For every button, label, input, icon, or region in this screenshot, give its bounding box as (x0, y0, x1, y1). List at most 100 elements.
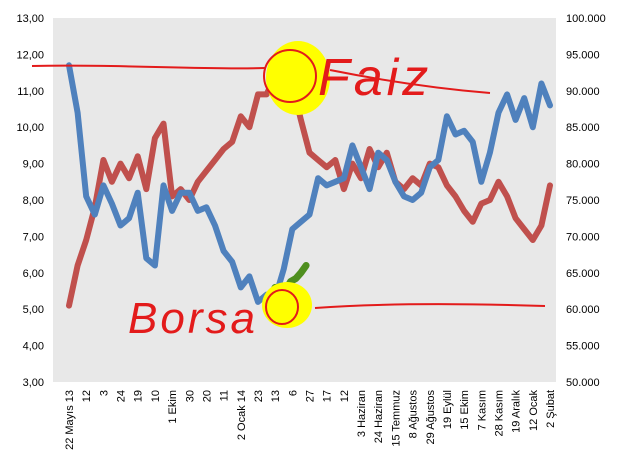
series-2-point (506, 93, 508, 96)
x-tick-label: 8 Ağustos (408, 390, 420, 439)
series-1-point (205, 170, 208, 172)
series-1-point (446, 184, 448, 187)
series-2-point (386, 159, 388, 161)
series-2-point (420, 191, 423, 194)
x-tick-label: 10 (150, 390, 162, 402)
series-2-point (111, 202, 113, 205)
top-annotation-label: Faiz (318, 49, 432, 107)
series-3-point (295, 277, 297, 280)
series-2-point (454, 133, 457, 136)
series-2-point (523, 97, 525, 99)
x-tick-label: 29 Ağustos (425, 390, 437, 445)
series-1-point (214, 159, 216, 161)
series-1-point (171, 195, 173, 198)
x-tick-label: 23 (253, 390, 265, 402)
series-2-point (179, 191, 182, 194)
series-1-point (76, 264, 79, 267)
right-tick-label: 95.000 (566, 49, 600, 61)
series-2-point (240, 286, 242, 289)
bottom-annotation-line (314, 303, 546, 309)
series-1-point (300, 119, 302, 121)
series-1-point (523, 228, 525, 230)
series-1-point (360, 177, 362, 179)
series-2-point (128, 217, 130, 219)
series-2-point (308, 213, 311, 216)
series-1-point (85, 239, 87, 241)
x-axis: 22 Mayıs 13 12 3 24 19 10 1 Ekim 30 20 11 2 Ocak 1… (64, 390, 557, 450)
left-tick-label: 13,00 (16, 13, 44, 25)
left-tick-label: 3,00 (23, 377, 44, 389)
series-1-point (317, 159, 319, 161)
series-2-point (325, 184, 328, 187)
series-2-point (222, 250, 225, 252)
x-tick-label: 3 (98, 390, 110, 396)
x-tick-label: 3 Haziran (356, 390, 368, 437)
bottom-highlight (262, 282, 312, 328)
series-1-point (334, 159, 337, 161)
series-2-point (317, 177, 319, 179)
series-2-point (205, 206, 208, 209)
series-2-point (94, 213, 96, 216)
x-tick-label: 13 (270, 390, 282, 402)
x-tick-label: 2 Şubat (545, 390, 557, 428)
bottom-annotation-label: Borsa (128, 294, 258, 343)
series-1-point (514, 217, 517, 219)
series-2-point (540, 82, 543, 85)
right-tick-label: 70.000 (566, 231, 600, 243)
x-tick-label: 12 (81, 390, 93, 402)
series-2-point (136, 191, 139, 194)
x-tick-label: 19 Aralık (511, 390, 523, 433)
series-1-point (222, 148, 225, 150)
x-tick-label: 17 (322, 390, 334, 402)
top-circle (263, 49, 317, 103)
series-1-point (162, 122, 165, 125)
x-tick-label: 24 (116, 390, 128, 402)
series-2-point (197, 210, 199, 212)
series-1-point (145, 188, 148, 190)
series-2-point (76, 111, 79, 114)
left-tick-label: 4,00 (23, 341, 44, 353)
bottom-circle (265, 289, 299, 325)
series-1-point (111, 181, 113, 183)
x-tick-label: 12 Ocak (528, 390, 540, 431)
x-tick-label: 19 (133, 390, 145, 402)
right-tick-label: 80.000 (566, 159, 600, 171)
series-1-point (265, 93, 268, 96)
x-tick-label: 2 Ocak 14 (236, 390, 248, 440)
right-tick-label: 65.000 (566, 268, 600, 280)
right-tick-label: 85.000 (566, 122, 600, 134)
x-tick-label: 24 Haziran (373, 390, 385, 443)
x-tick-label: 7 Kasım (476, 390, 488, 430)
series-1-point (119, 162, 122, 165)
x-tick-label: 15 Ekim (459, 390, 471, 430)
right-tick-label: 100.000 (566, 13, 606, 25)
series-1-point (540, 224, 543, 227)
x-tick-label: 11 (219, 390, 231, 401)
series-2-point (231, 261, 233, 263)
series-2-point (471, 141, 474, 143)
series-2-point (248, 275, 251, 278)
series-2-point (411, 199, 414, 201)
series-2-point (368, 188, 371, 190)
right-tick-label: 50.000 (566, 377, 600, 389)
x-tick-label: 22 Mayıs 13 (64, 390, 76, 450)
left-tick-label: 7,00 (23, 231, 44, 243)
series-1-point (68, 304, 70, 307)
series-1-point (343, 188, 345, 190)
x-tick-label: 30 (184, 390, 196, 402)
series-1-point (351, 162, 354, 165)
series-1-point (480, 202, 483, 205)
left-axis: 3,00 4,00 5,00 6,00 7,00 8,00 9,00 10,00 11,00 12… (16, 13, 44, 389)
series-2-point (463, 130, 465, 132)
series-1-point (325, 166, 328, 168)
series-1-point (257, 93, 259, 96)
series-1-point (463, 210, 465, 212)
top-highlight (266, 41, 330, 115)
right-axis: 50.000 55.000 60.000 65.000 70.000 75.000 80.0… (566, 13, 606, 389)
series-1-point (411, 177, 414, 179)
left-tick-label: 12,00 (16, 49, 44, 61)
series-2-point (377, 151, 380, 154)
x-tick-label: 27 (305, 390, 317, 402)
series-3-point (305, 264, 307, 267)
x-tick-label: 15 Temmuz (390, 390, 402, 447)
